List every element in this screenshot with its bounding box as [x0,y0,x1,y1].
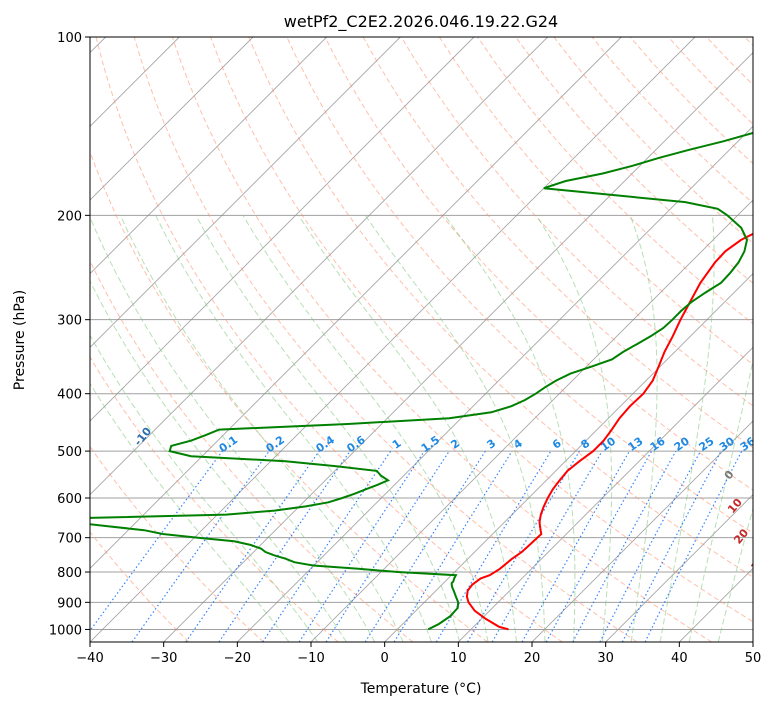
y-tick-label: 700 [57,532,82,547]
mixing-ratio-line [262,450,392,642]
y-tick-label: 200 [57,209,82,224]
moist-adiabat-line [717,506,753,642]
moist-adiabat-line [90,279,347,642]
dry-adiabat-line [438,37,753,366]
isotherm-line [752,641,753,642]
isotherm-line [90,37,696,642]
dry-adiabat-line [90,356,339,642]
isotherm-line [90,37,401,348]
x-tick-label: 50 [745,651,762,666]
isotherm-line [531,420,753,642]
x-tick-label: −30 [150,651,177,666]
dry-adiabat-line [400,37,753,407]
moist-adiabat-line [659,215,715,642]
x-tick-label: −40 [76,651,103,666]
x-ticks: −40 −30 −20 −10 0 10 20 30 40 50 [76,642,761,666]
x-tick-label: 0 [381,651,389,666]
moist-adiabat-line [119,215,404,642]
x-axis-label: Temperature (°C) [360,681,482,697]
x-tick-label: 40 [671,651,688,666]
mixing-ratio-line [325,450,450,642]
y-axis-label: Pressure (hPa) [12,290,28,390]
moist-adiabat-line [535,215,613,642]
y-tick-label: 500 [57,445,82,460]
moist-adiabat-line [242,215,489,642]
isotherm-line [384,273,753,642]
mixing-ratio-line [185,450,320,642]
y-tick-label: 100 [57,31,82,46]
mixing-ratio-line [131,450,270,642]
mixing-ratio-line [644,450,743,642]
background-lines [90,37,753,642]
dry-adiabat-line [210,37,753,623]
isotherm-line [237,125,753,642]
mixing-ratio-line [393,450,513,642]
x-tick-label: 10 [450,651,467,666]
moist-adiabat-line [444,215,576,642]
isotherm-line [90,37,327,275]
moist-adiabat-line [195,215,461,642]
dry-adiabat-line [90,531,190,642]
dry-adiabat-line [133,37,638,642]
moist-adiabat-line [629,215,658,642]
moist-adiabat-line [155,215,432,642]
moist-adiabat-label: 40 [765,581,775,601]
plot-frame [89,36,754,643]
y-tick-label: 600 [57,492,82,507]
isotherm-line [458,346,753,642]
mixing-ratio-line [572,450,677,642]
moist-adiabat-line [90,334,319,642]
dry-adiabat-line [90,259,414,642]
mixing-ratio-line [521,450,631,642]
y-ticks: 100 200 300 400 500 600 700 800 900 1000 [49,31,90,638]
moist-adiabat-line [364,215,546,642]
y-tick-label: 300 [57,314,82,329]
dry-adiabat-line [171,37,712,642]
x-tick-label: −10 [297,651,324,666]
moist-adiabat-line [688,358,753,642]
isotherm-line [90,37,254,201]
dry-adiabat-line [90,150,488,642]
mixing-ratio-line [218,450,351,642]
y-tick-label: 1000 [49,623,82,638]
y-tick-label: 800 [57,566,82,581]
dry-adiabat-line [95,37,563,642]
chart-title: wetPf2_C2E2.2026.046.19.22.G24 [284,12,558,32]
plot-background [90,37,753,642]
mixing-ratio-line [545,450,653,642]
x-tick-label: 30 [597,651,614,666]
y-tick-label: 900 [57,596,82,611]
moist-adiabat-line [90,215,376,642]
x-tick-label: −20 [224,651,251,666]
dry-adiabat-line [90,445,264,642]
mixing-ratio-line [90,450,223,632]
isotherm-line [90,37,548,496]
temperature-line [465,232,753,631]
dewpoint-line [90,131,753,631]
isotherm-line [90,37,622,569]
isotherm-line [605,494,753,642]
mixing-ratio-line [298,450,425,642]
profiles [90,131,753,631]
moist-adiabat-line [298,215,517,642]
y-tick-label: 400 [57,388,82,403]
dry-adiabat-line [248,37,753,578]
dry-adiabat-line [515,37,753,284]
x-tick-label: 20 [524,651,541,666]
moist-adiabat-label: 30 [749,553,769,573]
isotherm-line [163,52,753,642]
isotherm-line [90,37,475,422]
dry-adiabat-line [324,37,753,491]
